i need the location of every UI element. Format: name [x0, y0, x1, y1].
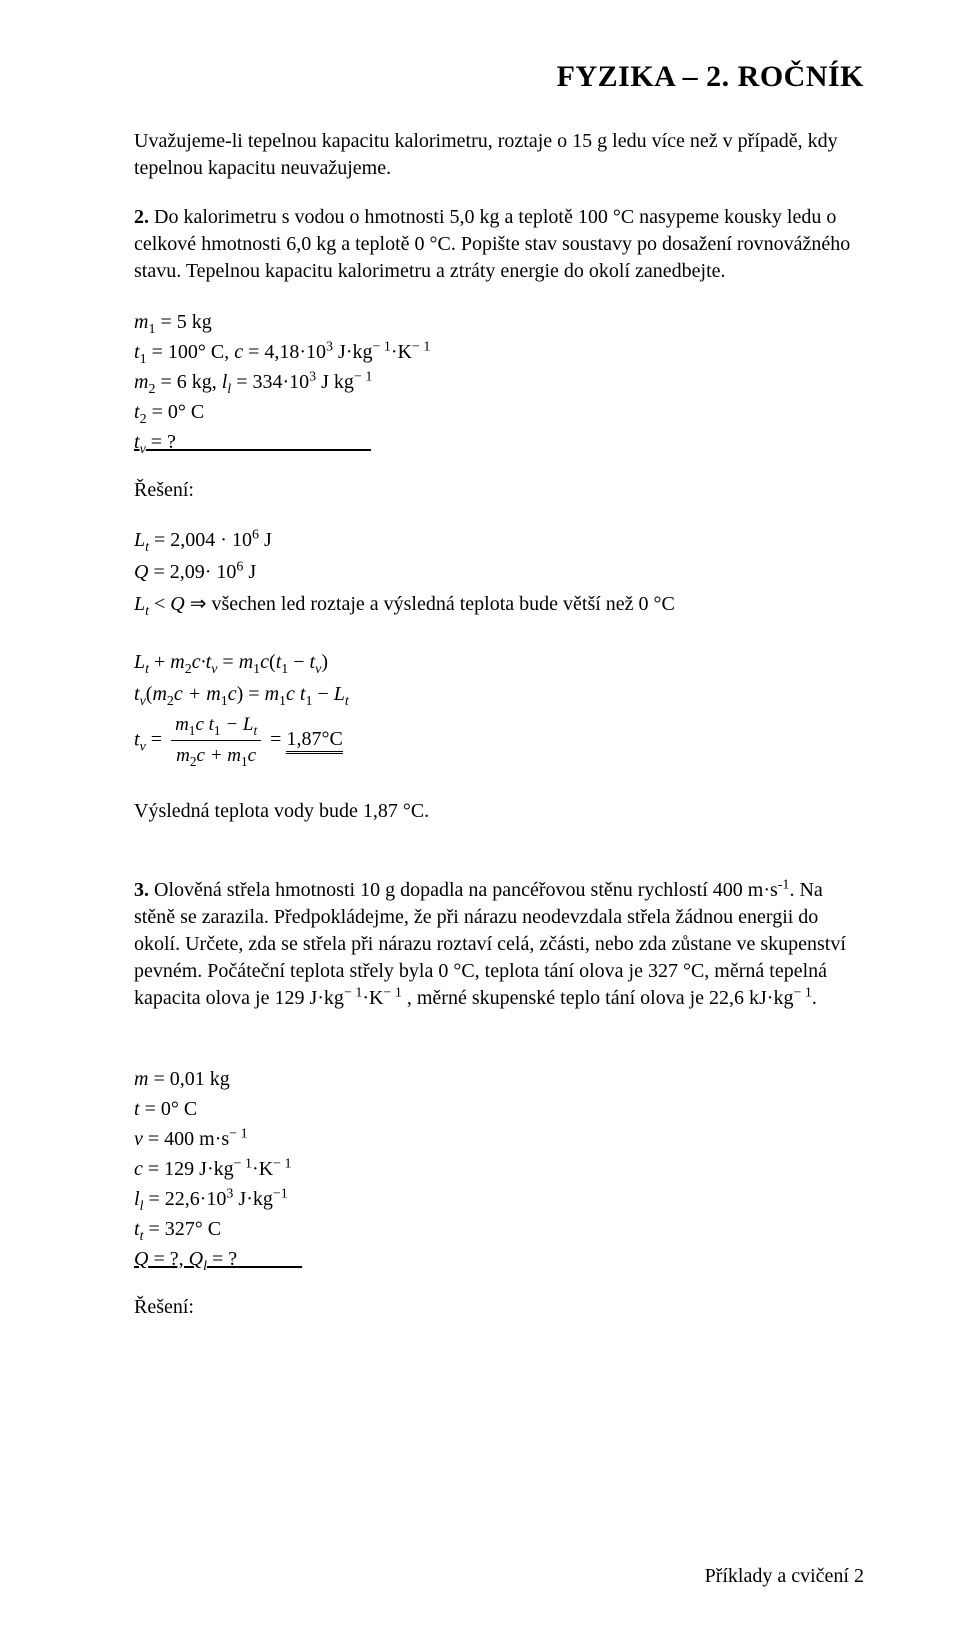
page-footer: Příklady a cvičení 2 — [705, 1565, 864, 1588]
problem-3: 3. Olověná střela hmotnosti 10 g dopadla… — [134, 877, 864, 1012]
page: FYZIKA – 2. ROČNÍK Uvažujeme-li tepelnou… — [0, 0, 960, 1628]
given-line: ll = 22,6·103 J·kg−1 — [134, 1184, 864, 1214]
solution-label: Řešení: — [134, 1296, 864, 1319]
given-line: m2 = 6 kg, ll = 334·103 J kg− 1 — [134, 367, 864, 397]
solution-label: Řešení: — [134, 479, 864, 502]
given-line: t = 0° C — [134, 1094, 864, 1124]
result-underlined: 1,87°C — [286, 728, 342, 754]
intro-paragraph: Uvažujeme-li tepelnou kapacitu kalorimet… — [134, 128, 864, 182]
problem-3-text-a: Olověná střela hmotnosti 10 g dopadla na… — [149, 879, 778, 901]
problem-2-number: 2. — [134, 206, 149, 228]
problem-2-text: Do kalorimetru s vodou o hmotnosti 5,0 k… — [134, 206, 850, 282]
problem-3-given: m = 0,01 kg t = 0° C v = 400 m·s− 1 c = … — [134, 1064, 864, 1274]
problem-2: 2. Do kalorimetru s vodou o hmotnosti 5,… — [134, 204, 864, 285]
given-line: m = 0,01 kg — [134, 1064, 864, 1094]
math-line: Lt < Q ⇒ všechen led roztaje a výsledná … — [134, 588, 864, 620]
fraction: m1c t1 − Lt m2c + m1c — [171, 710, 261, 772]
spacer — [134, 1034, 864, 1064]
given-line-question: tv = ? — [134, 427, 864, 457]
equation-line: tv = m1c t1 − Lt m2c + m1c = 1,87°C — [134, 710, 864, 772]
given-line: t1 = 100° C, c = 4,18·103 J·kg− 1·K− 1 — [134, 337, 864, 367]
problem-3-number: 3. — [134, 879, 149, 901]
page-header: FYZIKA – 2. ROČNÍK — [134, 60, 864, 94]
given-line: t2 = 0° C — [134, 397, 864, 427]
math-line: Q = 2,09· 106 J — [134, 556, 864, 588]
problem-2-solution: Lt = 2,004 · 106 J Q = 2,09· 106 J Lt < … — [134, 524, 864, 620]
problem-2-given: m1 = 5 kg t1 = 100° C, c = 4,18·103 J·kg… — [134, 307, 864, 457]
spacer — [134, 847, 864, 877]
math-line: Lt = 2,004 · 106 J — [134, 524, 864, 556]
given-line: v = 400 m·s− 1 — [134, 1124, 864, 1154]
given-line-question: Q = ?, Ql = ? — [134, 1244, 864, 1274]
problem-2-result: Výsledná teplota vody bude 1,87 °C. — [134, 798, 864, 825]
given-line: tt = 327° C — [134, 1214, 864, 1244]
equation-line: tv(m2c + m1c) = m1c t1 − Lt — [134, 678, 864, 710]
problem-2-equations: Lt + m2c·tv = m1c(t1 − tv) tv(m2c + m1c)… — [134, 646, 864, 772]
equation-line: Lt + m2c·tv = m1c(t1 − tv) — [134, 646, 864, 678]
given-line: m1 = 5 kg — [134, 307, 864, 337]
given-line: c = 129 J·kg− 1·K− 1 — [134, 1154, 864, 1184]
